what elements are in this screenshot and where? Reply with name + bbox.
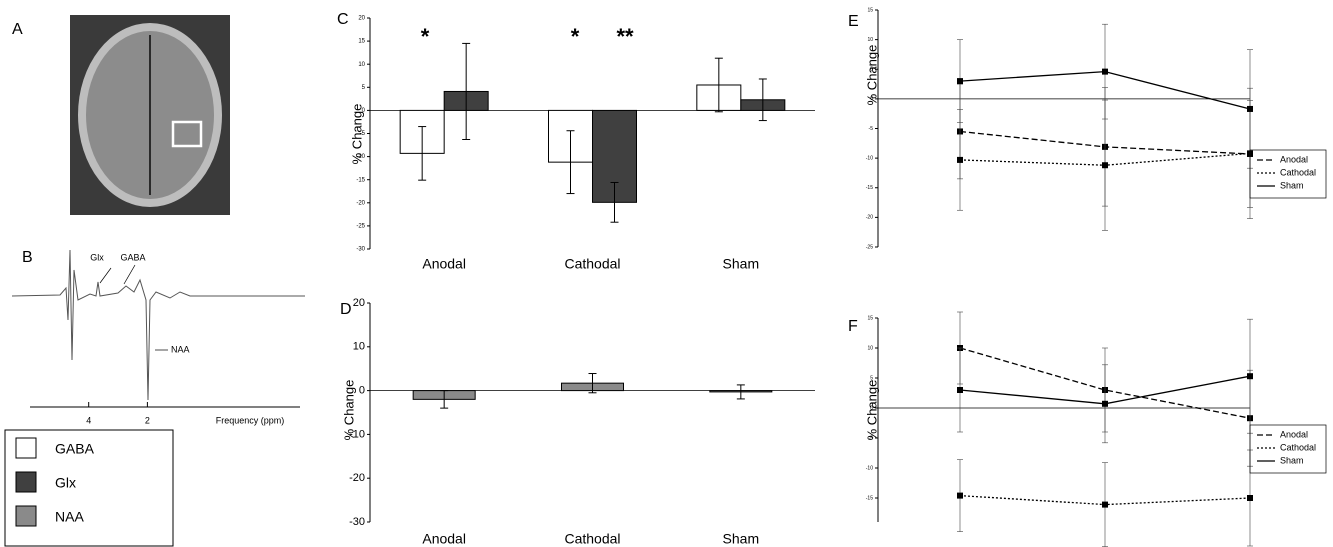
panel-label: A — [12, 21, 23, 38]
y-tick-label: 5 — [362, 85, 366, 91]
y-tick-label: 0 — [870, 96, 873, 102]
spectrum-line — [12, 250, 305, 400]
y-tick-label: -20 — [349, 472, 365, 484]
peak-pointer — [124, 265, 135, 284]
legend-label: Glx — [55, 475, 76, 491]
legend-label: Anodal — [1280, 154, 1308, 164]
marker — [1102, 162, 1108, 168]
x-tick-label: Sham — [723, 256, 760, 272]
y-tick-label: -5 — [869, 435, 874, 441]
y-tick-label: 20 — [358, 16, 365, 22]
x-tick-label: 4 — [86, 415, 91, 425]
panel-label: C — [337, 11, 349, 28]
y-tick-label: 5 — [870, 67, 873, 73]
y-tick-label: 0 — [362, 108, 366, 114]
legend-label: Cathodal — [1280, 167, 1316, 177]
y-tick-label: -25 — [866, 244, 873, 250]
y-tick-label: 10 — [867, 37, 873, 43]
y-tick-label: -5 — [869, 126, 874, 132]
legend-swatch — [16, 506, 36, 526]
x-tick-label: Anodal — [422, 256, 466, 272]
y-tick-label: -15 — [356, 177, 365, 183]
marker — [957, 78, 963, 84]
x-axis-label: Frequency (ppm) — [216, 415, 285, 425]
annotation: * — [421, 24, 430, 49]
figure: Glx GABA NAA Frequency (ppm) A B C D E F… — [0, 0, 1333, 547]
y-tick-label: -10 — [356, 154, 365, 160]
marker — [1102, 502, 1108, 508]
y-tick-label: 15 — [358, 39, 365, 45]
y-tick-label: 15 — [867, 315, 873, 321]
y-tick-label: -10 — [349, 428, 365, 440]
y-tick-label: 10 — [358, 62, 365, 68]
marker — [957, 157, 963, 163]
legend-label: GABA — [55, 441, 95, 457]
y-tick-label: -15 — [866, 495, 873, 501]
y-tick-label: -15 — [866, 185, 873, 191]
y-tick-label: -20 — [866, 215, 873, 221]
peak-label: GABA — [120, 252, 145, 262]
y-tick-label: -5 — [360, 131, 366, 137]
marker — [957, 493, 963, 499]
legend-swatch — [16, 438, 36, 458]
y-tick-label: 10 — [353, 341, 365, 353]
x-tick-label: Cathodal — [564, 531, 620, 547]
panel-label: F — [848, 318, 858, 335]
y-tick-label: 0 — [870, 405, 873, 411]
marker — [1247, 495, 1253, 501]
annotation: ** — [616, 24, 634, 49]
y-tick-label: 10 — [867, 345, 873, 351]
y-tick-label: -25 — [356, 223, 365, 229]
marker — [1102, 401, 1108, 407]
legend-swatch — [16, 472, 36, 492]
y-tick-label: 0 — [359, 385, 365, 397]
y-tick-label: -30 — [349, 516, 365, 528]
legend-label: Cathodal — [1280, 442, 1316, 452]
peak-label: Glx — [90, 252, 104, 262]
y-tick-label: 5 — [870, 375, 873, 381]
marker — [1247, 373, 1253, 379]
x-tick-label: Anodal — [422, 531, 466, 547]
peak-label: NAA — [171, 344, 190, 354]
marker — [1247, 106, 1253, 112]
annotation: * — [571, 24, 580, 49]
x-tick-label: Sham — [723, 531, 760, 547]
legend-label: Sham — [1280, 180, 1304, 190]
y-tick-label: -30 — [356, 247, 365, 253]
marker — [1102, 69, 1108, 75]
y-tick-label: -10 — [866, 155, 873, 161]
legend-label: NAA — [55, 509, 84, 525]
y-tick-label: -20 — [356, 200, 365, 206]
x-tick-label: Cathodal — [564, 256, 620, 272]
legend-label: Anodal — [1280, 429, 1308, 439]
panel-label: D — [340, 301, 352, 318]
panel-label: E — [848, 13, 859, 30]
y-tick-label: 15 — [867, 7, 873, 13]
marker — [957, 387, 963, 393]
legend-label: Sham — [1280, 455, 1304, 465]
panel-label: B — [22, 249, 33, 266]
peak-pointer — [100, 268, 111, 283]
x-tick-label: 2 — [145, 415, 150, 425]
y-tick-label: 20 — [353, 297, 365, 309]
y-tick-label: -10 — [866, 465, 873, 471]
